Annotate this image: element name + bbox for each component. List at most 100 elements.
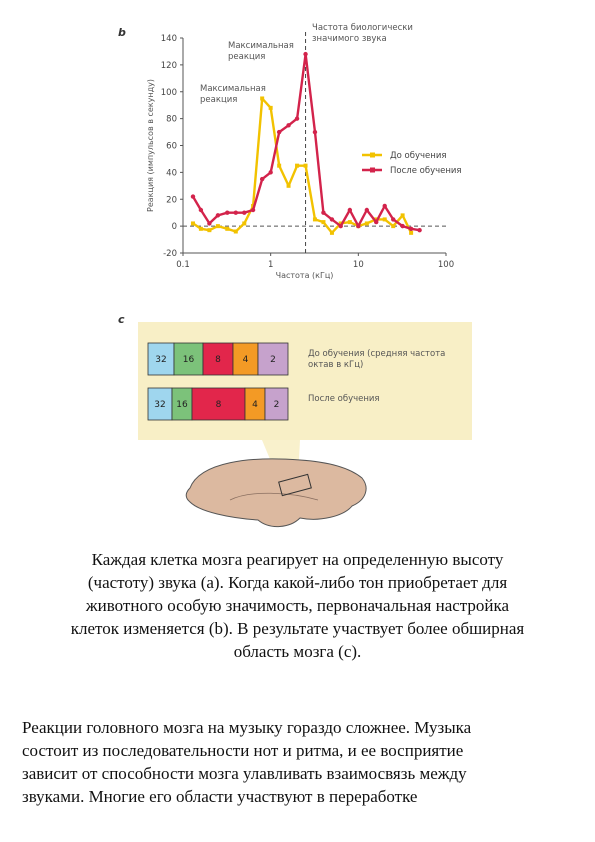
y-tick-label: -20 <box>163 249 177 259</box>
point <box>215 224 220 229</box>
point <box>207 221 212 226</box>
octave-segment <box>264 387 289 421</box>
annotation: реакция <box>228 52 265 62</box>
y-tick-label: 40 <box>166 168 177 178</box>
point <box>382 203 387 209</box>
octave-label: 8 <box>216 400 222 410</box>
caption: Каждая клетка мозга реагирует на определ… <box>30 548 565 663</box>
annotation: значимого звука <box>312 34 387 44</box>
point <box>329 230 334 235</box>
octave-label: 4 <box>243 355 249 365</box>
brain-fold <box>229 492 319 501</box>
point <box>347 220 352 225</box>
point <box>207 228 212 233</box>
point <box>242 210 247 215</box>
panel-label: c <box>118 313 125 326</box>
point <box>321 220 326 225</box>
octave-segment <box>147 342 175 376</box>
point <box>233 229 238 234</box>
point <box>382 217 387 222</box>
point <box>329 217 335 222</box>
text-line: состоит из последовательности нот и ритм… <box>22 741 464 760</box>
series-line <box>191 52 420 232</box>
point <box>374 219 379 225</box>
point <box>338 223 343 229</box>
octave-segment <box>257 342 289 376</box>
point <box>338 221 343 226</box>
text-line: область мозга (c). <box>233 642 362 661</box>
point <box>312 129 318 135</box>
point <box>303 163 308 168</box>
annotation: Максимальная <box>228 41 294 51</box>
auditory-cortex-box <box>278 473 312 497</box>
y-axis-label: Реакция (импульсов в секунду) <box>146 79 155 212</box>
annotation: реакция <box>200 95 237 105</box>
octave-label: 2 <box>270 355 276 365</box>
row-label: октав в кГц) <box>308 360 363 370</box>
point <box>400 213 405 218</box>
octave-label: 16 <box>183 355 195 365</box>
octave-label: 2 <box>274 400 280 410</box>
point <box>233 210 238 215</box>
octave-segment <box>191 387 246 421</box>
point <box>321 210 326 215</box>
y-tick-label: 0 <box>172 222 177 232</box>
y-tick-label: 100 <box>161 88 177 98</box>
text-line: Каждая клетка мозга реагирует на определ… <box>91 550 504 569</box>
body-text: Реакции головного мозга на музыку горазд… <box>22 716 582 808</box>
x-tick-label: 0.1 <box>176 260 190 270</box>
point <box>268 105 273 110</box>
legend-label: До обучения <box>390 151 446 161</box>
point <box>260 96 265 101</box>
point <box>347 207 353 213</box>
y-tick-label: 140 <box>161 34 177 44</box>
point <box>391 217 396 222</box>
x-tick-label: 100 <box>438 260 454 270</box>
legend-label: После обучения <box>390 166 462 176</box>
point <box>409 230 414 235</box>
octave-label: 4 <box>252 400 258 410</box>
point <box>295 163 300 168</box>
text-line: зависит от способности мозга улавливать … <box>22 764 467 783</box>
point <box>417 227 422 233</box>
point <box>250 207 256 213</box>
x-tick-label: 10 <box>353 260 364 270</box>
point <box>408 226 414 232</box>
point <box>190 221 195 226</box>
legend-marker <box>370 152 375 158</box>
point <box>277 163 282 168</box>
point <box>312 217 317 222</box>
text-line: животного особую значимость, первоначаль… <box>85 596 510 615</box>
point <box>391 224 396 229</box>
point <box>259 176 265 182</box>
annotation: Максимальная <box>200 84 266 94</box>
y-tick-label: 60 <box>166 142 177 152</box>
point <box>276 129 282 135</box>
text-line: (частоту) звука (a). Когда какой-либо то… <box>87 573 508 592</box>
octave-label: 16 <box>176 400 188 410</box>
point <box>268 170 273 175</box>
text-line: звуками. Многие его области участвуют в … <box>22 787 418 806</box>
octave-label: 32 <box>154 400 165 410</box>
point <box>225 210 230 215</box>
y-tick-label: 80 <box>166 115 177 125</box>
y-tick-label: 120 <box>161 61 177 71</box>
octave-segment <box>173 342 204 376</box>
point <box>198 207 204 213</box>
row-label: До обучения (средняя частота <box>308 349 445 359</box>
point <box>303 51 308 57</box>
y-tick-label: 20 <box>166 195 177 205</box>
row-label: После обучения <box>308 394 380 404</box>
point <box>286 183 291 188</box>
point <box>198 226 203 231</box>
legend-marker <box>370 167 375 173</box>
panel-background <box>138 322 472 440</box>
point <box>225 226 230 231</box>
octave-label: 8 <box>215 355 221 365</box>
point <box>356 223 361 229</box>
point <box>294 116 300 121</box>
point <box>190 194 196 199</box>
point <box>400 223 405 229</box>
point <box>364 221 369 226</box>
